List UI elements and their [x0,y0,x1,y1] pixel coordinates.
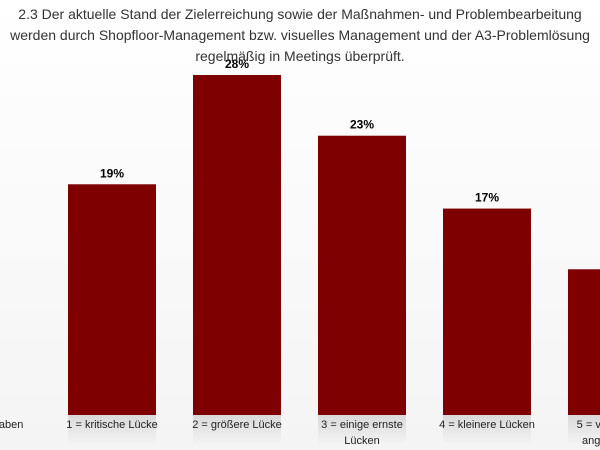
x-tick-label: 5 = vollständigangewendet [577,419,600,447]
x-tick-label: 3 = einige ernste Lücken [321,419,403,447]
bar [443,208,531,415]
bar [68,184,156,415]
x-tick-label: 2 = größere Lücke [192,419,282,431]
bar [568,269,600,415]
chart-title: 2.3 Der aktuelle Stand der Zielerreichun… [10,6,590,64]
bar [193,75,281,415]
bar-shadow [68,415,156,445]
bar-shadow [568,415,600,445]
value-label: 23% [350,118,374,132]
x-tick-label: 1 = kritische Lücke [66,419,157,431]
bar-shadow [318,415,406,445]
x-tick-label: 4 = kleinere Lücken [439,419,535,431]
value-label: 19% [100,166,124,180]
bar-shadow [193,415,281,445]
bar [318,135,406,415]
bar-shadow [443,415,531,445]
value-label: 28% [225,57,249,71]
value-label: 17% [475,191,499,205]
x-tick-label: keine Angaben [0,419,23,431]
